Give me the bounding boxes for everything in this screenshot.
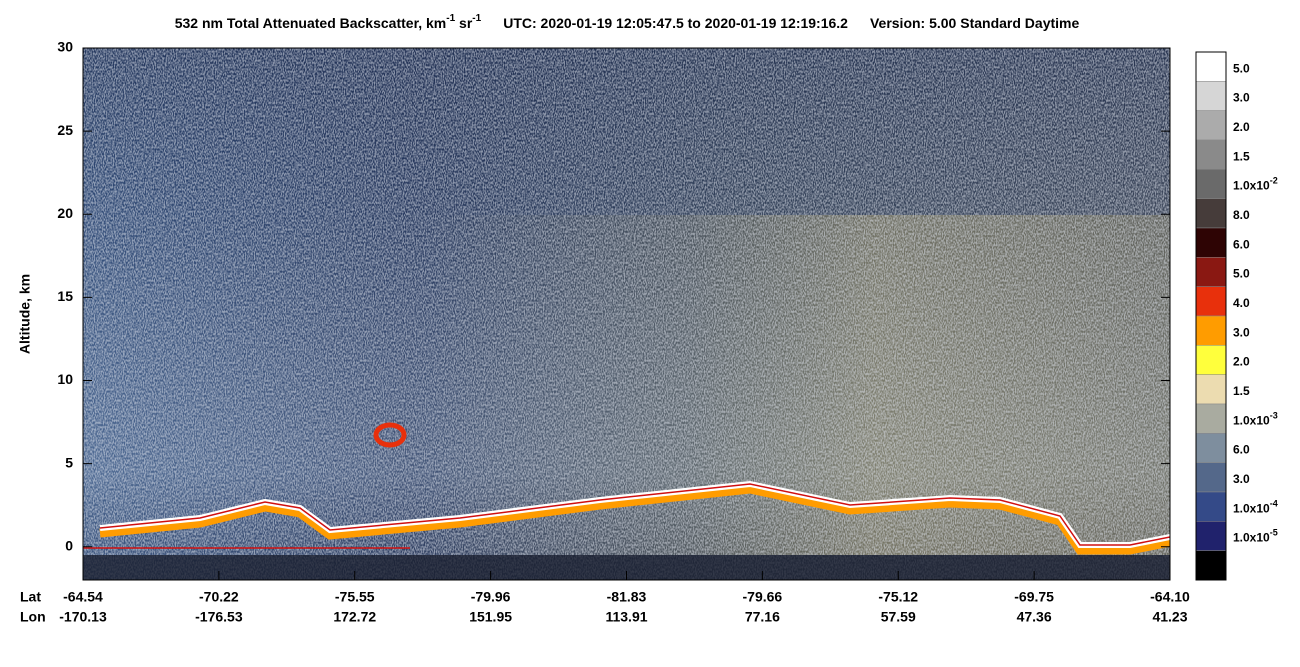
- colorbar-label: 1.0x10-3: [1233, 411, 1278, 428]
- lat-label: -79.96: [471, 589, 511, 605]
- lat-label: -64.10: [1150, 589, 1190, 605]
- colorbar-label-text: 1.5: [1233, 384, 1250, 398]
- y-tick-label: 5: [65, 454, 73, 470]
- lat-label: -69.75: [1014, 589, 1054, 605]
- colorbar-label-text: 1.0x10: [1233, 502, 1270, 516]
- colorbar-swatch: [1195, 433, 1227, 463]
- colorbar: 5.03.02.01.51.0x10-28.06.05.04.03.02.01.…: [1195, 51, 1278, 581]
- chart-title: 532 nm Total Attenuated Backscatter, km-…: [175, 13, 1080, 31]
- lat-label: -79.66: [743, 589, 783, 605]
- colorbar-label: 1.0x10-2: [1233, 176, 1278, 193]
- lat-label: -70.22: [199, 589, 239, 605]
- colorbar-label-text: 3.0: [1233, 91, 1250, 105]
- lon-label: -170.13: [59, 609, 107, 625]
- colorbar-label: 8.0: [1233, 208, 1250, 222]
- lon-label: 113.91: [605, 609, 647, 625]
- colorbar-label-text: 5.0: [1233, 62, 1250, 76]
- colorbar-label-text: 6.0: [1233, 443, 1250, 457]
- colorbar-swatch: [1195, 345, 1227, 375]
- colorbar-label-text: 1.0x10: [1233, 531, 1270, 545]
- colorbar-label-text: 2.0: [1233, 355, 1250, 369]
- colorbar-swatch: [1195, 374, 1227, 405]
- colorbar-swatch: [1195, 169, 1227, 199]
- colorbar-label-text: 1.5: [1233, 150, 1250, 164]
- colorbar-swatch: [1195, 462, 1227, 493]
- backscatter-image: [83, 48, 1170, 580]
- colorbar-swatch: [1195, 139, 1227, 170]
- lon-label: 41.23: [1152, 609, 1187, 625]
- colorbar-label-text: 8.0: [1233, 208, 1250, 222]
- colorbar-label: 2.0: [1233, 120, 1250, 134]
- colorbar-label: 1.0x10-5: [1233, 528, 1278, 545]
- colorbar-label: 6.0: [1233, 443, 1250, 457]
- colorbar-label-text: 1.0x10: [1233, 179, 1270, 193]
- lon-label: 151.95: [469, 609, 512, 625]
- y-tick-label: 25: [57, 122, 73, 138]
- colorbar-label: 4.0: [1233, 296, 1250, 310]
- colorbar-label-text: 3.0: [1233, 326, 1250, 340]
- colorbar-swatch: [1195, 81, 1227, 111]
- colorbar-label-exp: -3: [1270, 411, 1278, 421]
- colorbar-swatch: [1195, 403, 1227, 434]
- colorbar-swatch: [1195, 227, 1227, 258]
- colorbar-label: 5.0: [1233, 62, 1250, 76]
- title-text: 532 nm Total Attenuated Backscatter, km: [175, 15, 447, 31]
- title-sup: -1: [446, 13, 455, 24]
- lon-label: 47.36: [1017, 609, 1052, 625]
- colorbar-label: 1.0x10-4: [1233, 499, 1278, 516]
- colorbar-label-text: 5.0: [1233, 267, 1250, 281]
- title-sup: -1: [472, 13, 481, 24]
- x-row-label: Lat: [20, 589, 41, 605]
- colorbar-label: 5.0: [1233, 267, 1250, 281]
- y-tick-label: 20: [57, 205, 73, 221]
- lon-label: -176.53: [195, 609, 243, 625]
- y-tick-label: 10: [57, 371, 73, 387]
- lon-label: 57.59: [881, 609, 916, 625]
- colorbar-swatch: [1195, 521, 1227, 551]
- y-axis-label: Altitude, km: [17, 274, 33, 354]
- lat-label: -75.55: [335, 589, 375, 605]
- colorbar-label: 1.5: [1233, 384, 1250, 398]
- lat-label: -64.54: [63, 589, 103, 605]
- colorbar-swatch: [1195, 51, 1227, 82]
- title-utc: UTC: 2020-01-19 12:05:47.5 to 2020-01-19…: [503, 15, 848, 31]
- y-tick-label: 30: [57, 39, 73, 55]
- colorbar-label: 1.5: [1233, 150, 1250, 164]
- colorbar-label-text: 6.0: [1233, 238, 1250, 252]
- lat-label: -81.83: [607, 589, 647, 605]
- colorbar-label-text: 1.0x10: [1233, 414, 1270, 428]
- lon-label: 172.72: [333, 609, 376, 625]
- colorbar-label-exp: -4: [1270, 499, 1278, 509]
- colorbar-frame: [1195, 51, 1227, 581]
- colorbar-label: 6.0: [1233, 238, 1250, 252]
- colorbar-label-text: 4.0: [1233, 296, 1250, 310]
- lat-label: -75.12: [878, 589, 918, 605]
- x-row-label: Lon: [20, 609, 46, 625]
- colorbar-swatch: [1195, 286, 1227, 317]
- y-tick-label: 0: [65, 537, 73, 553]
- y-tick-label: 15: [57, 288, 73, 304]
- colorbar-label: 3.0: [1233, 472, 1250, 486]
- colorbar-label: 2.0: [1233, 355, 1250, 369]
- colorbar-swatch: [1195, 491, 1227, 522]
- colorbar-label: 3.0: [1233, 91, 1250, 105]
- colorbar-swatch: [1195, 550, 1227, 581]
- colorbar-label: 3.0: [1233, 326, 1250, 340]
- colorbar-label-exp: -5: [1270, 528, 1278, 538]
- title-version: Version: 5.00 Standard Daytime: [870, 15, 1080, 31]
- lon-label: 77.16: [745, 609, 780, 625]
- colorbar-swatch: [1195, 257, 1227, 287]
- colorbar-swatch: [1195, 110, 1227, 141]
- colorbar-swatch: [1195, 198, 1227, 229]
- colorbar-swatch: [1195, 315, 1227, 346]
- colorbar-label-exp: -2: [1270, 176, 1278, 186]
- colorbar-label-text: 3.0: [1233, 472, 1250, 486]
- colorbar-label-text: 2.0: [1233, 120, 1250, 134]
- title-text: sr: [455, 15, 473, 31]
